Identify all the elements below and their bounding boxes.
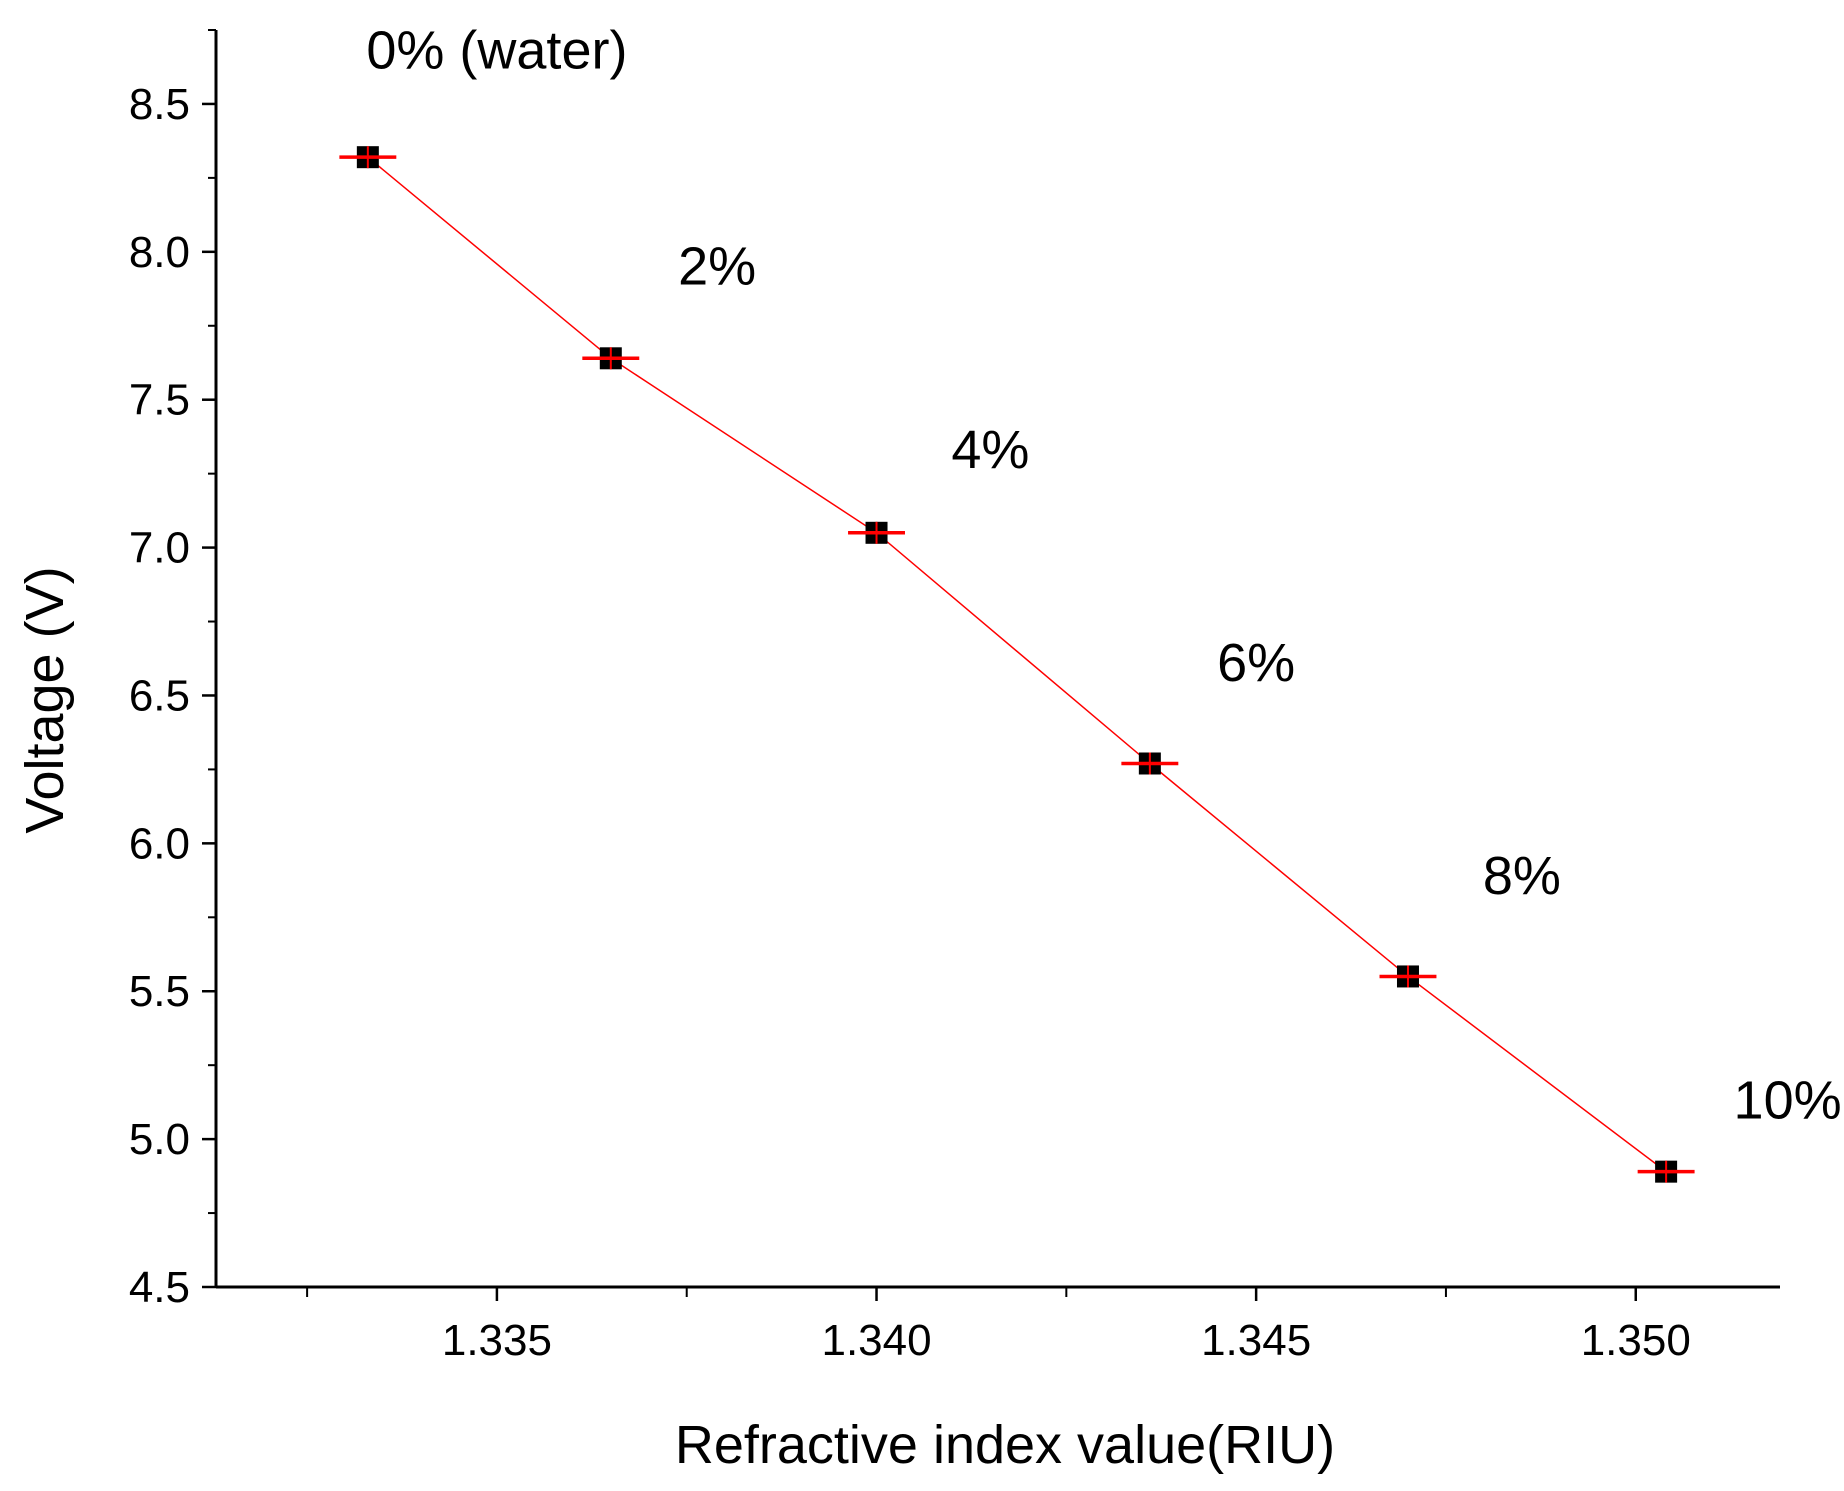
y-tick-label: 4.5 — [129, 1263, 190, 1312]
annotation-layer: 0% (water) 2% 4% 6% 8% 10% — [366, 21, 1841, 1131]
axes — [214, 30, 1780, 1289]
y-tick-label: 7.0 — [129, 524, 190, 573]
y-tick-label: 8.0 — [129, 228, 190, 277]
y-tick-label: 5.0 — [129, 1115, 190, 1164]
x-tick-label: 1.350 — [1581, 1316, 1691, 1365]
y-tick-label: 6.5 — [129, 671, 190, 720]
x-tick-label: 1.340 — [821, 1316, 931, 1365]
series-layer — [339, 146, 1695, 1183]
y-tick-label: 5.5 — [129, 967, 190, 1016]
x-tick-label: 1.345 — [1201, 1316, 1311, 1365]
x-axis-title: Refractive index value(RIU) — [675, 1415, 1335, 1475]
x-tick-label: 1.335 — [442, 1316, 552, 1365]
y-tick-label: 8.5 — [129, 80, 190, 129]
concentration-label: 8% — [1483, 846, 1561, 906]
concentration-label: 10% — [1734, 1071, 1842, 1131]
y-tick-label: 7.5 — [129, 376, 190, 425]
concentration-label: 6% — [1217, 633, 1295, 693]
y-tick-label: 6.0 — [129, 819, 190, 868]
concentration-label: 2% — [678, 237, 756, 297]
concentration-label: 4% — [951, 420, 1029, 480]
concentration-label: 0% (water) — [366, 21, 627, 81]
series-line — [367, 156, 1667, 1173]
y-axis-title: Voltage (V) — [15, 566, 75, 833]
ticks: 4.5 5.0 5.5 6.0 6.5 7.0 7.5 8.0 8.5 1.335 1.340 1.3… — [129, 29, 1691, 1365]
